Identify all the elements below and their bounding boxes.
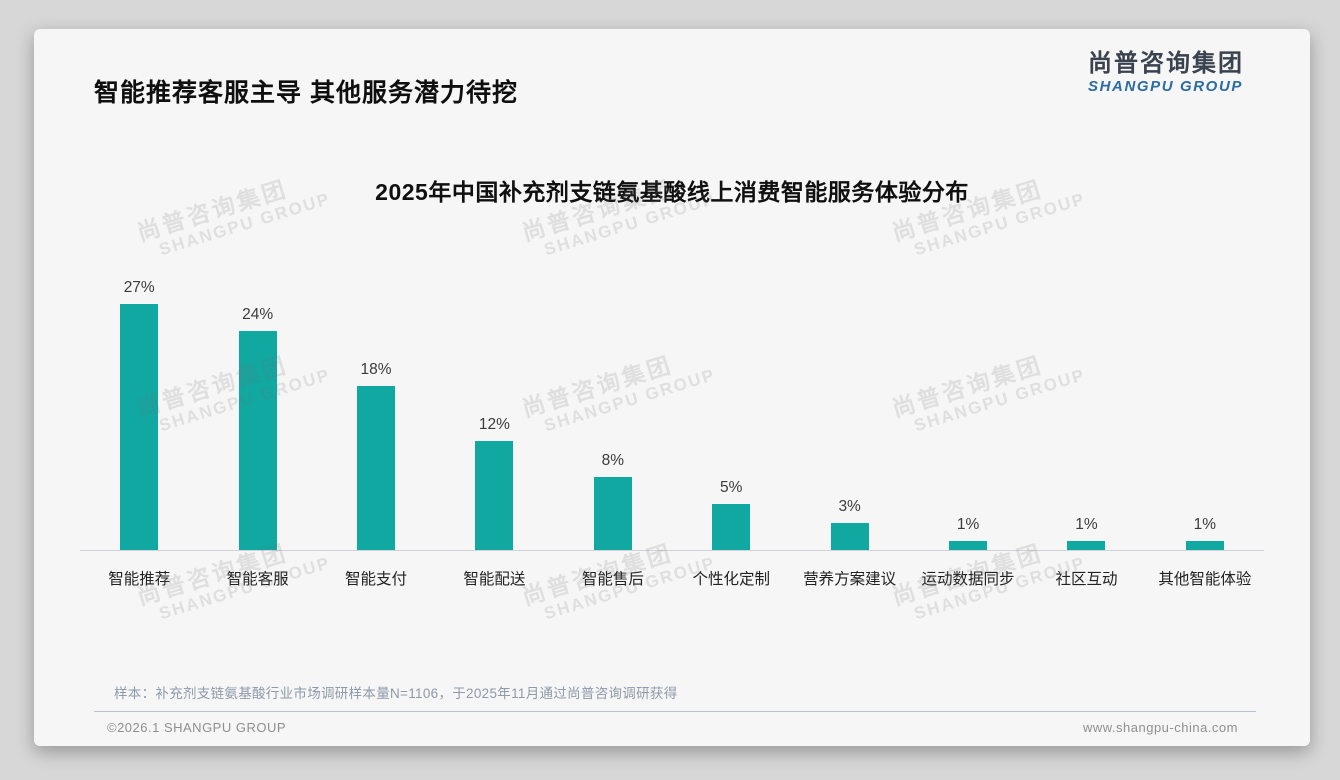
- bar-column: 24%: [198, 306, 316, 550]
- bar-value-label: 5%: [720, 479, 743, 496]
- x-axis-category-labels: 智能推荐 智能客服 智能支付 智能配送 智能售后 个性化定制 营养方案建议 运动数据同步 社区互…: [80, 567, 1264, 589]
- bar-value-label: 1%: [1193, 516, 1217, 533]
- bar: [830, 523, 869, 550]
- sample-footnote: 样本：补充剂支链氨基酸行业市场调研样本量N=1106，于2025年11月通过尚普…: [114, 686, 678, 701]
- x-axis-label: 智能售后: [581, 571, 644, 588]
- bar: [357, 386, 396, 550]
- x-axis-label: 个性化定制: [692, 571, 770, 588]
- bar-value-label: 8%: [601, 452, 625, 469]
- x-axis-label: 智能推荐: [108, 571, 171, 588]
- bar-column: 18%: [317, 361, 435, 550]
- bar: [712, 504, 751, 550]
- x-axis-label: 智能支付: [345, 571, 408, 588]
- bar: [1185, 541, 1224, 550]
- bar-column: 8%: [554, 452, 672, 550]
- bar-column: 3%: [790, 498, 908, 550]
- bar-column: 27%: [80, 279, 198, 550]
- bar-value-label: 27%: [123, 279, 155, 296]
- x-axis-label: 其他智能体验: [1158, 571, 1252, 588]
- bar: [1067, 541, 1106, 550]
- bar-column: 1%: [1146, 516, 1264, 550]
- chart-title: 2025年中国补充剂支链氨基酸线上消费智能服务体验分布: [375, 179, 969, 205]
- watermark-en-text: SHANGPU GROUP: [542, 553, 718, 624]
- x-axis-label: 智能客服: [226, 571, 289, 588]
- company-logo: 尚普咨询集团 SHANGPU GROUP: [1088, 50, 1244, 96]
- bar-value-label: 12%: [478, 416, 510, 433]
- bar-value-label: 1%: [956, 516, 980, 533]
- bar: [120, 304, 159, 550]
- logo-cn-text: 尚普咨询集团: [1088, 50, 1244, 77]
- bar: [475, 441, 514, 550]
- bar-value-label: 3%: [838, 498, 861, 515]
- bar-chart-plot-area: 27% 24% 18% 12% 8% 5% 3% 1% 1% 1%: [80, 279, 1264, 551]
- bar-column: 5%: [672, 479, 790, 550]
- bar: [949, 541, 988, 550]
- bar-value-label: 18%: [360, 361, 392, 378]
- bar-value-label: 1%: [1075, 516, 1098, 533]
- x-axis-label: 智能配送: [463, 571, 526, 588]
- footer-divider: [94, 711, 1256, 712]
- logo-en-text: SHANGPU GROUP: [1088, 78, 1243, 96]
- watermark-en-text: SHANGPU GROUP: [157, 553, 333, 624]
- bar: [238, 331, 277, 550]
- report-card: 智能推荐客服主导 其他服务潜力待挖 尚普咨询集团 SHANGPU GROUP 2…: [34, 29, 1310, 746]
- bar-column: 1%: [1027, 516, 1145, 550]
- copyright-text: ©2026.1 SHANGPU GROUP: [107, 720, 287, 735]
- x-axis-label: 运动数据同步: [921, 571, 1015, 588]
- watermark-en-text: SHANGPU GROUP: [912, 553, 1088, 624]
- website-url: www.shangpu-china.com: [1082, 720, 1238, 735]
- x-axis-label: 营养方案建议: [803, 571, 897, 588]
- bar-column: 12%: [435, 416, 553, 550]
- x-axis-label: 社区互动: [1055, 571, 1118, 588]
- page-title: 智能推荐客服主导 其他服务潜力待挖: [94, 79, 518, 107]
- bar: [593, 477, 632, 550]
- bar-column: 1%: [909, 516, 1027, 550]
- bar-value-label: 24%: [242, 306, 274, 323]
